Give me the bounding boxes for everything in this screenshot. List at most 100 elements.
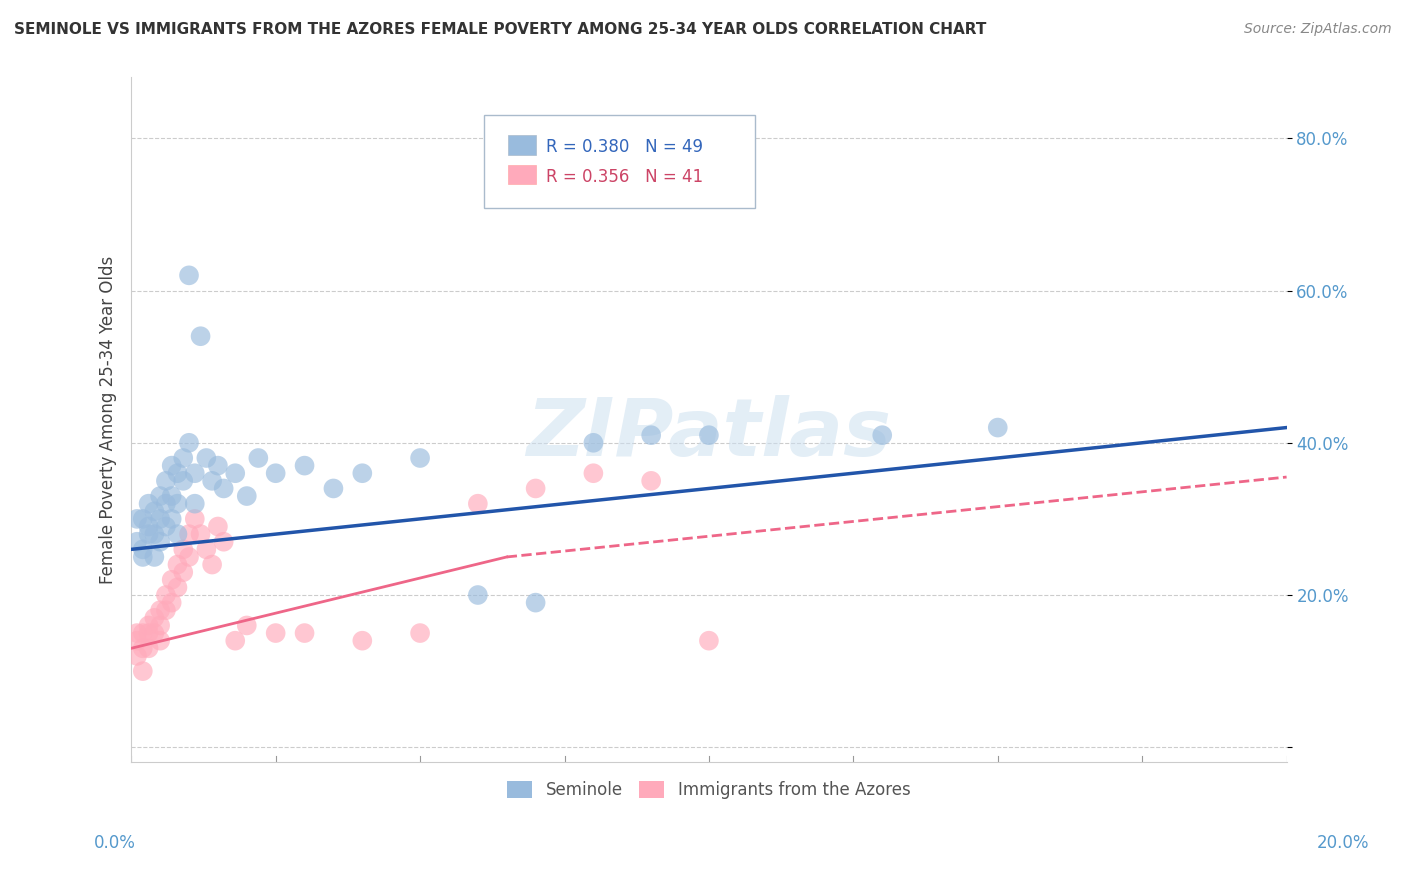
Point xyxy=(143,611,166,625)
Point xyxy=(155,603,177,617)
Text: SEMINOLE VS IMMIGRANTS FROM THE AZORES FEMALE POVERTY AMONG 25-34 YEAR OLDS CORR: SEMINOLE VS IMMIGRANTS FROM THE AZORES F… xyxy=(14,22,987,37)
Point xyxy=(294,626,316,640)
Point xyxy=(166,558,188,572)
FancyBboxPatch shape xyxy=(508,165,536,185)
Point xyxy=(125,512,148,526)
Point xyxy=(160,489,183,503)
Point xyxy=(184,467,207,481)
Text: R = 0.356   N = 41: R = 0.356 N = 41 xyxy=(546,168,703,186)
Point xyxy=(155,588,177,602)
FancyBboxPatch shape xyxy=(508,136,536,155)
Point xyxy=(177,435,200,450)
Point xyxy=(143,549,166,564)
Point xyxy=(212,534,235,549)
Point xyxy=(177,549,200,564)
Point xyxy=(264,626,287,640)
Point xyxy=(149,633,172,648)
Point xyxy=(132,664,155,678)
Legend: Seminole, Immigrants from the Azores: Seminole, Immigrants from the Azores xyxy=(501,774,917,805)
Point xyxy=(322,482,344,496)
Text: 0.0%: 0.0% xyxy=(94,834,136,852)
Point xyxy=(155,474,177,488)
Point xyxy=(143,626,166,640)
Point xyxy=(138,618,160,632)
Point xyxy=(132,512,155,526)
Point xyxy=(207,519,229,533)
Point xyxy=(224,467,246,481)
Point xyxy=(697,633,720,648)
Point xyxy=(132,542,155,557)
Point xyxy=(184,512,207,526)
Point xyxy=(212,482,235,496)
Point xyxy=(160,458,183,473)
Point xyxy=(155,519,177,533)
Point xyxy=(125,534,148,549)
Point xyxy=(166,581,188,595)
Point xyxy=(132,641,155,656)
Point xyxy=(190,329,212,343)
Point xyxy=(166,497,188,511)
Point xyxy=(149,512,172,526)
Point xyxy=(247,450,270,465)
Point xyxy=(224,633,246,648)
Point xyxy=(582,435,605,450)
Point xyxy=(138,527,160,541)
Point xyxy=(352,467,374,481)
Point xyxy=(184,497,207,511)
Point xyxy=(166,527,188,541)
Point xyxy=(987,420,1010,434)
Point xyxy=(195,450,218,465)
Point xyxy=(467,497,489,511)
Point xyxy=(149,489,172,503)
Point xyxy=(264,467,287,481)
Point xyxy=(143,504,166,518)
Point xyxy=(138,626,160,640)
Point xyxy=(201,558,224,572)
Point xyxy=(160,573,183,587)
Point xyxy=(149,534,172,549)
Text: R = 0.380   N = 49: R = 0.380 N = 49 xyxy=(546,138,703,156)
Point xyxy=(132,549,155,564)
Point xyxy=(524,596,547,610)
Point xyxy=(236,618,259,632)
Point xyxy=(190,527,212,541)
Point xyxy=(160,596,183,610)
Point xyxy=(125,626,148,640)
Text: 20.0%: 20.0% xyxy=(1316,834,1369,852)
Point xyxy=(149,618,172,632)
Point xyxy=(143,527,166,541)
Point xyxy=(409,450,432,465)
Point xyxy=(172,565,194,579)
Point xyxy=(467,588,489,602)
Point xyxy=(177,527,200,541)
Point xyxy=(409,626,432,640)
Point xyxy=(207,458,229,473)
Point xyxy=(172,542,194,557)
Point xyxy=(166,467,188,481)
Point xyxy=(352,633,374,648)
Text: ZIPatlas: ZIPatlas xyxy=(526,394,891,473)
Point xyxy=(138,641,160,656)
Point xyxy=(138,519,160,533)
Point xyxy=(138,497,160,511)
Point xyxy=(236,489,259,503)
FancyBboxPatch shape xyxy=(484,115,755,208)
Point xyxy=(870,428,893,442)
Point xyxy=(177,268,200,283)
Point xyxy=(172,450,194,465)
Point xyxy=(640,428,662,442)
Point xyxy=(201,474,224,488)
Point xyxy=(195,542,218,557)
Point xyxy=(524,482,547,496)
Point xyxy=(132,626,155,640)
Point xyxy=(640,474,662,488)
Point xyxy=(172,474,194,488)
Point xyxy=(125,633,148,648)
Point xyxy=(582,467,605,481)
Point xyxy=(160,512,183,526)
Y-axis label: Female Poverty Among 25-34 Year Olds: Female Poverty Among 25-34 Year Olds xyxy=(100,256,117,584)
Point xyxy=(697,428,720,442)
Point xyxy=(155,497,177,511)
Point xyxy=(294,458,316,473)
Point xyxy=(125,648,148,663)
